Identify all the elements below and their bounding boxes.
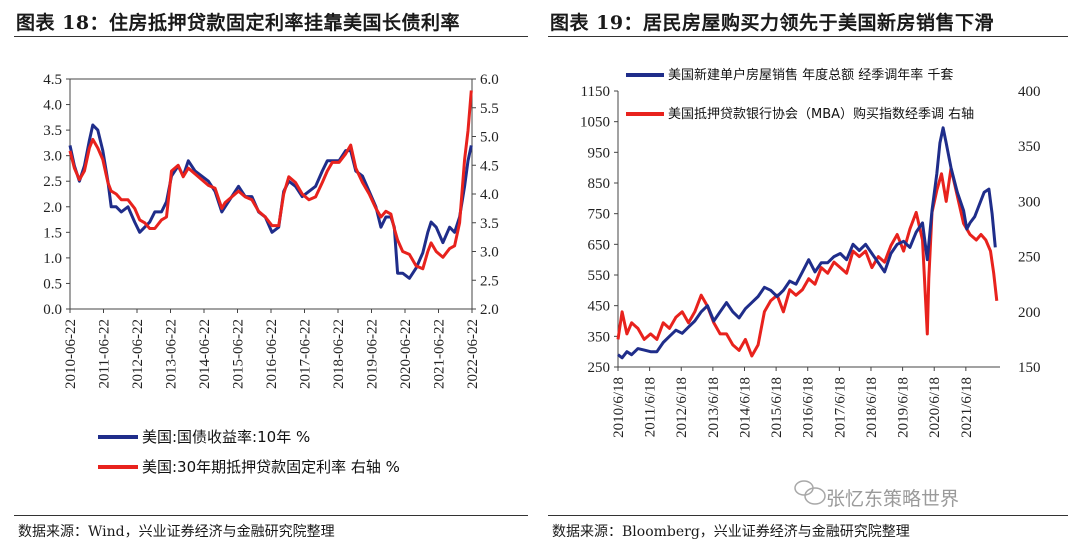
left-y2-tick-label: 4.0: [480, 187, 499, 203]
left-y-tick-label: 3.0: [43, 149, 62, 165]
left-x-tick-label: 2011-06-22: [97, 319, 113, 388]
left-x-tick-label: 2016-06-22: [264, 319, 280, 389]
left-x-tick-label: 2012-06-22: [130, 319, 146, 389]
right-y2-tick-label: 250: [1018, 250, 1041, 266]
right-x-tick-label: 2017/6/18: [832, 377, 848, 438]
right-y-tick-label: 450: [588, 299, 611, 315]
left-series-line-2: [68, 90, 473, 271]
left-x-tick-label: 2022-06-22: [465, 319, 481, 389]
right-series-line-1: [617, 126, 997, 360]
right-x-tick-label: 2012/6/18: [674, 377, 690, 438]
left-y2-tick-label: 3.0: [480, 245, 499, 261]
left-x-tick-label: 2018-06-22: [331, 319, 347, 389]
left-chart-title: 图表 18：住房抵押贷款固定利率挂靠美国长债利率: [16, 12, 461, 34]
left-x-tick-label: 2010-06-22: [63, 319, 79, 389]
right-x-tick-label: 2010/6/18: [611, 377, 627, 438]
left-y-tick-label: 2.0: [43, 200, 62, 216]
left-x-tick-label: 2015-06-22: [231, 319, 247, 389]
right-source-note: 数据来源：Bloomberg，兴业证券经济与金融研究院整理: [552, 524, 910, 540]
right-y2-tick-label: 150: [1018, 360, 1041, 376]
right-source-rule: [548, 515, 1068, 516]
left-y2-tick-label: 6.0: [480, 72, 499, 88]
right-y-tick-label: 750: [588, 207, 611, 223]
left-legend-label-2: 美国:30年期抵押贷款固定利率 右轴 %: [142, 458, 400, 476]
left-source-note: 数据来源：Wind，兴业证券经济与金融研究院整理: [18, 524, 335, 540]
left-x-tick-label: 2020-06-22: [398, 319, 414, 389]
wechat-icon: [794, 480, 826, 505]
right-legend-label-2: 美国抵押贷款银行协会（MBA）购买指数经季调 右轴: [668, 106, 974, 122]
left-title-rule: [14, 36, 528, 37]
right-y-tick-label: 1150: [581, 84, 610, 100]
left-y-tick-label: 0.0: [43, 302, 62, 318]
left-y2-tick-label: 2.0: [480, 302, 499, 318]
left-y-tick-label: 4.5: [43, 72, 62, 88]
left-x-tick-label: 2021-06-22: [432, 319, 448, 389]
right-y-tick-label: 850: [588, 176, 611, 192]
right-y2-tick-label: 200: [1018, 305, 1041, 321]
wechat-icon-bubble-right: [794, 480, 814, 496]
right-series-line-2: [616, 166, 999, 358]
left-x-tick-label: 2017-06-22: [298, 319, 314, 389]
left-y-tick-label: 3.5: [43, 123, 62, 139]
left-y2-tick-label: 4.5: [480, 158, 499, 174]
left-y2-tick-label: 3.5: [480, 216, 499, 232]
right-x-tick-label: 2013/6/18: [706, 377, 722, 438]
right-y-tick-label: 650: [588, 237, 611, 253]
left-y-tick-label: 1.0: [43, 251, 62, 267]
left-y2-tick-label: 2.5: [480, 273, 499, 289]
left-source-rule: [14, 515, 528, 516]
right-x-tick-label: 2015/6/18: [769, 377, 785, 438]
right-y-tick-label: 350: [588, 329, 611, 345]
left-x-tick-label: 2019-06-22: [365, 319, 381, 389]
left-y2-tick-label: 5.5: [480, 101, 499, 117]
right-x-tick-label: 2019/6/18: [896, 377, 912, 438]
left-y-tick-label: 1.5: [43, 225, 62, 241]
watermark-text: 张忆东策略世界: [826, 488, 960, 510]
left-x-tick-label: 2014-06-22: [197, 319, 213, 389]
right-x-tick-label: 2014/6/18: [737, 377, 753, 438]
right-chart-title: 图表 19：居民房屋购买力领先于美国新房销售下滑: [550, 12, 995, 34]
left-legend-label-1: 美国:国债收益率:10年 %: [142, 428, 310, 446]
right-y-tick-label: 1050: [580, 115, 610, 131]
right-y-tick-label: 550: [588, 268, 611, 284]
right-y2-tick-label: 300: [1018, 194, 1041, 210]
left-y-tick-label: 4.0: [43, 98, 62, 114]
right-y2-tick-label: 350: [1018, 139, 1041, 155]
right-y-tick-label: 250: [588, 360, 611, 376]
right-x-tick-label: 2018/6/18: [864, 377, 880, 438]
right-x-tick-label: 2021/6/18: [959, 377, 975, 438]
right-legend-label-1: 美国新建单户房屋销售 年度总额 经季调年率 千套: [668, 67, 953, 83]
right-x-tick-label: 2020/6/18: [927, 377, 943, 438]
wechat-icon-bubble-left: [804, 487, 826, 505]
right-title-rule: [548, 36, 1068, 37]
left-series-line-1: [68, 123, 473, 280]
right-x-tick-label: 2016/6/18: [801, 377, 817, 438]
right-x-tick-label: 2011/6/18: [643, 377, 659, 437]
right-y2-tick-label: 400: [1018, 84, 1041, 100]
left-y-tick-label: 2.5: [43, 174, 62, 190]
right-y-tick-label: 950: [588, 145, 611, 161]
left-x-tick-label: 2013-06-22: [164, 319, 180, 389]
left-y2-tick-label: 5.0: [480, 130, 499, 146]
left-y-tick-label: 0.5: [43, 276, 62, 292]
